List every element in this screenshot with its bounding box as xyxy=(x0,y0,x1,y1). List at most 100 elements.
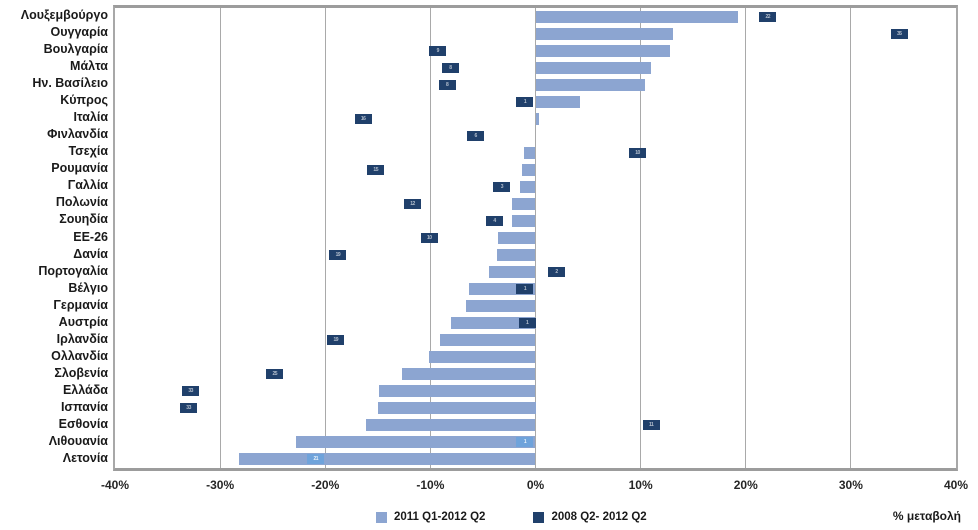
bar xyxy=(535,95,580,108)
tick-label: 10% xyxy=(628,478,653,492)
bar xyxy=(519,180,536,193)
category-label: Ολλανδία xyxy=(51,348,108,363)
tick-label: 30% xyxy=(838,478,863,492)
bar xyxy=(378,385,536,398)
value-marker: 12 xyxy=(404,198,421,209)
value-marker: 1 xyxy=(518,318,536,329)
value-marker: 35 xyxy=(890,28,908,39)
value-marker: 2 xyxy=(548,267,566,278)
category-label: Σλοβενία xyxy=(54,365,108,380)
category-label: Ελλάδα xyxy=(62,382,108,397)
bar xyxy=(523,146,536,159)
bar xyxy=(295,436,536,449)
value-marker: 21 xyxy=(307,454,325,465)
category-label: Ιταλία xyxy=(73,110,109,125)
tick-label: 40% xyxy=(943,478,969,492)
value-marker: 1 xyxy=(516,437,534,448)
category-label: Βουλγαρία xyxy=(43,42,108,57)
value-marker: 19 xyxy=(327,335,345,346)
category-label: Σουηδία xyxy=(59,212,108,227)
gridline xyxy=(219,8,221,468)
bar xyxy=(401,368,536,381)
bar xyxy=(535,27,674,40)
value-marker: 10 xyxy=(420,233,438,243)
value-marker: 25 xyxy=(266,369,284,380)
value-marker: 1 xyxy=(516,96,534,107)
category-label: Βέλγιο xyxy=(68,280,108,295)
value-marker: 8 xyxy=(438,79,456,90)
tick-label: -20% xyxy=(311,478,340,492)
tick-label: 0% xyxy=(526,478,545,492)
gridline xyxy=(535,8,536,468)
bar xyxy=(451,317,536,330)
bar xyxy=(535,10,739,23)
bar xyxy=(535,112,539,125)
category-label: Ρουμανία xyxy=(51,161,108,176)
tick-label: -10% xyxy=(416,478,445,492)
value-marker: 8 xyxy=(441,62,459,73)
bar xyxy=(489,266,536,279)
category-label: Πορτογαλία xyxy=(38,263,108,278)
gridline xyxy=(850,8,852,468)
bar xyxy=(377,402,536,415)
bar xyxy=(496,249,536,262)
legend-label-2008: 2008 Q2- 2012 Q2 xyxy=(551,511,647,523)
bar xyxy=(439,334,536,347)
bar xyxy=(521,163,536,176)
category-label: Τσεχία xyxy=(68,144,108,159)
value-marker: 6 xyxy=(467,130,485,141)
value-marker: 19 xyxy=(329,250,347,261)
tick-label: 20% xyxy=(733,478,758,492)
category-label: Ιρλανδία xyxy=(56,331,108,346)
value-marker: 16 xyxy=(354,113,372,124)
category-label: Αυστρία xyxy=(58,314,108,329)
value-marker: 11 xyxy=(642,420,660,431)
category-label: Λετονία xyxy=(62,450,108,465)
tick-label: -40% xyxy=(100,478,129,492)
bar xyxy=(429,351,536,364)
gridline xyxy=(745,8,747,468)
value-marker: 3 xyxy=(493,181,511,192)
legend-swatch-2008 xyxy=(533,511,545,523)
plot-area: 22 35 9 8 8 1 16 6 10 15 3 12 4 10 19 2 1 1 19 25 33 33 11 1 21 xyxy=(113,5,958,471)
bar xyxy=(466,300,536,313)
category-label: Ουγγαρία xyxy=(50,25,108,40)
value-marker: 10 xyxy=(628,147,646,158)
value-marker: 33 xyxy=(180,403,198,414)
legend: 2011 Q1-2012 Q2 2008 Q2- 2012 Q2 xyxy=(376,511,647,523)
category-label: Δανία xyxy=(73,246,108,261)
value-marker: 1 xyxy=(516,284,534,295)
gridline xyxy=(640,8,642,468)
bar xyxy=(535,78,645,91)
bar xyxy=(497,232,536,244)
category-label: ΕΕ-26 xyxy=(73,229,108,244)
tick-label: -30% xyxy=(206,478,235,492)
bar xyxy=(512,197,536,210)
bar xyxy=(512,214,536,227)
value-marker: 22 xyxy=(759,11,777,22)
bar xyxy=(535,44,671,57)
value-marker: 33 xyxy=(182,386,200,397)
legend-swatch-2011 xyxy=(376,511,387,523)
category-label: Ισπανία xyxy=(60,399,108,414)
bar xyxy=(366,419,536,432)
value-marker: 15 xyxy=(367,164,385,175)
category-label: Φινλανδία xyxy=(47,127,108,142)
category-label: Γερμανία xyxy=(53,297,108,312)
bar xyxy=(239,453,536,466)
category-label: Μάλτα xyxy=(70,59,108,74)
category-label: Εσθονία xyxy=(58,416,108,431)
gridline xyxy=(324,8,326,468)
category-label: Λιθουανία xyxy=(48,433,108,448)
value-marker: 4 xyxy=(486,215,503,226)
category-label: Κύπρος xyxy=(60,93,108,108)
legend-label-2011: 2011 Q1-2012 Q2 xyxy=(394,511,486,523)
category-label: Ην. Βασίλειο xyxy=(32,76,108,91)
x-axis-title: % μεταβολή xyxy=(892,509,961,523)
value-marker: 9 xyxy=(429,45,447,56)
category-label: Πολωνία xyxy=(55,195,108,210)
bar xyxy=(535,61,652,74)
category-label: Λουξεμβούργο xyxy=(20,8,108,23)
category-label: Γαλλία xyxy=(67,178,108,193)
